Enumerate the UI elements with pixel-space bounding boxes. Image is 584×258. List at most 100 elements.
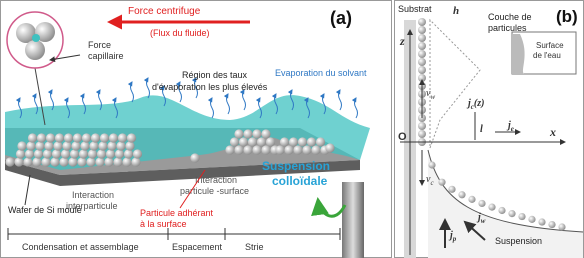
vc-label: vc bbox=[426, 174, 434, 187]
particle bbox=[98, 141, 108, 151]
evaporation-arrow bbox=[31, 93, 38, 115]
particle bbox=[243, 129, 253, 139]
particle bbox=[17, 141, 27, 151]
particle bbox=[80, 141, 90, 151]
particle bbox=[132, 149, 143, 159]
particle bbox=[293, 145, 303, 155]
particle bbox=[418, 58, 426, 66]
particle bbox=[306, 137, 317, 147]
particle bbox=[44, 141, 54, 151]
evaporation-arrow bbox=[239, 89, 246, 111]
inset-leader bbox=[34, 67, 46, 126]
evaporation-arrow bbox=[47, 89, 54, 111]
particle bbox=[71, 141, 81, 151]
evaporation-arrow bbox=[159, 85, 166, 107]
evaporation-arrow bbox=[63, 97, 70, 119]
particle bbox=[35, 141, 45, 151]
particle bbox=[548, 220, 556, 229]
force-label: Force centrifuge bbox=[128, 6, 201, 17]
particle bbox=[261, 129, 271, 139]
evaporation-arrows bbox=[15, 77, 358, 119]
particle bbox=[428, 161, 436, 169]
particle bbox=[42, 149, 53, 159]
particle bbox=[488, 203, 496, 211]
evaporation-arrow bbox=[335, 89, 342, 111]
panel-b: Substrat h Couche de particules (b) Surfa… bbox=[394, 0, 584, 258]
particle bbox=[252, 129, 262, 139]
h-label: h bbox=[453, 5, 459, 17]
holder-rod bbox=[342, 182, 364, 258]
evaporation-arrow bbox=[143, 77, 150, 99]
particle bbox=[315, 137, 326, 147]
particle bbox=[53, 141, 63, 151]
particle bbox=[256, 137, 267, 147]
particle bbox=[126, 133, 137, 143]
particle bbox=[51, 149, 62, 159]
particle bbox=[104, 157, 114, 167]
suspension-label: Suspension colloïdale bbox=[262, 159, 330, 188]
evaporation-arrow bbox=[79, 93, 86, 115]
particle bbox=[26, 141, 36, 151]
particle bbox=[243, 145, 253, 155]
particle bbox=[325, 143, 335, 153]
z-label: z bbox=[399, 34, 405, 48]
particle bbox=[418, 66, 426, 74]
particle bbox=[72, 133, 83, 143]
particle bbox=[95, 157, 105, 167]
particle bbox=[261, 145, 271, 155]
particle bbox=[107, 141, 117, 151]
liquid-film bbox=[5, 95, 370, 170]
panel-tag: (b) bbox=[556, 7, 578, 26]
particle bbox=[116, 141, 126, 151]
particle bbox=[90, 133, 101, 143]
particle bbox=[117, 133, 128, 143]
particle bbox=[41, 157, 51, 167]
particle bbox=[498, 206, 506, 215]
particle bbox=[63, 133, 74, 143]
adhering-label: Particule adhérant à la surface bbox=[140, 208, 214, 229]
particle bbox=[54, 133, 65, 143]
particle bbox=[27, 133, 38, 143]
particle bbox=[229, 137, 240, 147]
particle bbox=[418, 42, 426, 50]
particle bbox=[418, 130, 426, 138]
particle bbox=[225, 145, 235, 155]
evaporation-label: Evaporation du solvant bbox=[275, 68, 367, 78]
rotation-arrow bbox=[311, 197, 347, 218]
particle bbox=[68, 157, 78, 167]
particle bbox=[33, 149, 44, 159]
particle bbox=[36, 133, 47, 143]
inset-meniscus bbox=[32, 34, 40, 42]
evaporation-arrow bbox=[95, 89, 102, 111]
particle bbox=[238, 137, 249, 147]
particle bbox=[234, 145, 244, 155]
particle bbox=[538, 218, 546, 226]
jp-label: jp bbox=[448, 230, 457, 243]
particle bbox=[105, 149, 116, 159]
particle bbox=[265, 137, 276, 147]
evaporation-arrow bbox=[15, 97, 22, 119]
particle bbox=[438, 178, 446, 186]
zone-label: Strie bbox=[245, 242, 264, 252]
particle bbox=[252, 145, 262, 155]
evaporation-arrow bbox=[191, 77, 198, 99]
wafer-label: Wafer de Si moulé bbox=[8, 205, 82, 215]
particle bbox=[123, 149, 134, 159]
particle bbox=[77, 157, 87, 167]
particle bbox=[302, 145, 312, 155]
particle bbox=[275, 145, 285, 155]
particle bbox=[279, 137, 290, 147]
vw-label: vw bbox=[426, 88, 435, 101]
particle bbox=[518, 212, 526, 221]
evaporation-arrow bbox=[303, 97, 310, 119]
particle bbox=[5, 157, 15, 167]
particle bbox=[458, 191, 466, 199]
interparticle-label: Interaction interparticule bbox=[66, 190, 118, 211]
adhering-leader bbox=[179, 169, 206, 209]
particle bbox=[297, 137, 308, 147]
particle bbox=[284, 145, 294, 155]
particle bbox=[14, 157, 24, 167]
substrate-label: Substrat bbox=[398, 4, 432, 14]
evaporation-arrow bbox=[175, 81, 182, 103]
